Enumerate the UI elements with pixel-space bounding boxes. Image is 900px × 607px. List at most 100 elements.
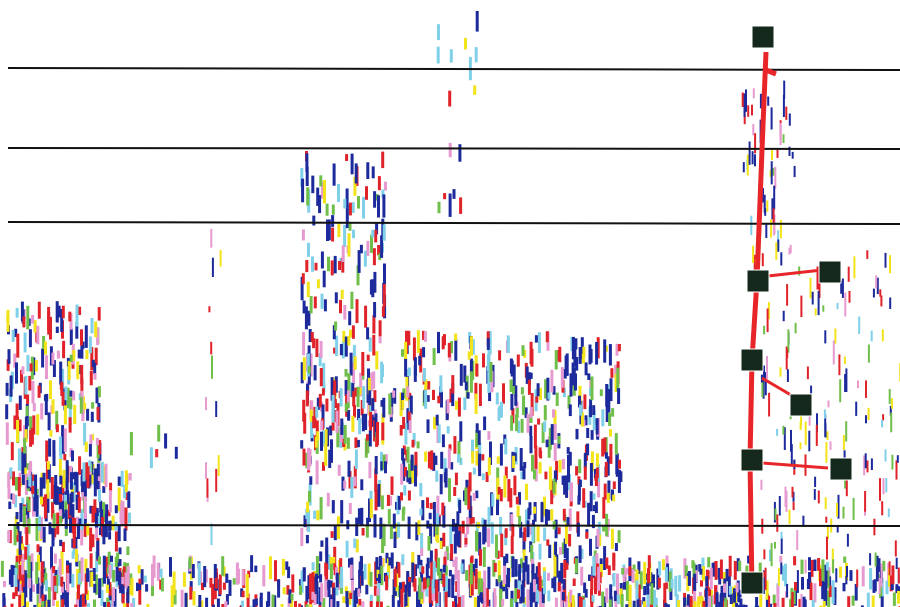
stroke <box>774 167 776 189</box>
stroke <box>530 342 533 364</box>
stroke <box>14 568 17 587</box>
stroke <box>792 152 794 159</box>
stroke <box>31 315 34 324</box>
stroke <box>426 564 429 581</box>
stroke <box>445 576 448 592</box>
stroke <box>479 549 482 566</box>
stroke <box>309 476 312 484</box>
stroke <box>771 161 773 184</box>
stroke <box>299 585 302 595</box>
stroke <box>810 278 812 299</box>
stroke <box>814 477 816 487</box>
stroke <box>881 501 883 515</box>
stroke <box>610 368 613 378</box>
stroke <box>306 187 309 205</box>
stroke <box>12 592 15 599</box>
stroke <box>343 305 346 320</box>
stroke <box>66 573 69 595</box>
stroke <box>563 579 566 589</box>
stroke <box>7 530 10 542</box>
stroke <box>366 162 369 179</box>
stroke <box>609 600 612 607</box>
stroke <box>302 273 305 284</box>
stroke <box>621 594 624 607</box>
stroke <box>530 407 533 418</box>
stroke <box>896 460 898 479</box>
stroke <box>611 529 614 549</box>
stroke <box>801 577 804 590</box>
stroke <box>836 503 838 517</box>
stroke <box>572 595 575 607</box>
stroke <box>461 564 464 573</box>
stroke <box>771 150 773 160</box>
stroke <box>777 150 779 158</box>
stroke <box>316 431 319 440</box>
stroke <box>66 478 69 492</box>
stroke <box>98 489 101 502</box>
stroke <box>361 352 364 376</box>
stroke <box>320 432 323 451</box>
stroke <box>613 481 616 489</box>
stroke <box>889 389 891 404</box>
stroke <box>379 518 382 540</box>
stroke <box>377 484 380 507</box>
stroke <box>342 596 345 603</box>
stroke <box>98 386 101 397</box>
stroke <box>487 528 490 547</box>
stroke <box>157 425 160 442</box>
stroke <box>161 578 164 592</box>
stroke <box>839 379 841 402</box>
stroke <box>794 591 796 605</box>
stroke <box>83 403 86 410</box>
stroke <box>127 491 130 508</box>
stroke <box>729 586 732 595</box>
stroke <box>3 581 6 587</box>
stroke <box>93 363 96 374</box>
stroke <box>19 531 22 555</box>
stroke <box>825 423 827 437</box>
stroke <box>26 497 29 504</box>
stroke <box>780 562 782 574</box>
stroke <box>109 565 112 579</box>
stroke <box>91 402 94 409</box>
stroke <box>742 93 744 108</box>
stroke <box>73 528 76 548</box>
stroke <box>19 503 22 522</box>
stroke <box>582 488 585 508</box>
stroke <box>75 549 78 562</box>
stroke <box>373 191 376 208</box>
stroke <box>776 429 778 436</box>
stroke <box>16 420 19 442</box>
stroke <box>14 524 17 545</box>
stroke <box>26 306 29 330</box>
stroke <box>800 421 802 430</box>
stroke <box>29 430 32 447</box>
stroke <box>49 317 52 340</box>
stroke <box>824 330 826 343</box>
stroke <box>551 424 554 445</box>
stroke <box>885 449 887 461</box>
stroke <box>198 595 201 607</box>
stroke <box>554 443 557 461</box>
stroke <box>59 476 62 485</box>
stroke <box>401 554 404 565</box>
stroke <box>883 478 885 494</box>
stroke <box>570 373 573 396</box>
stroke <box>724 598 727 607</box>
stroke <box>115 531 118 551</box>
stroke <box>733 588 736 602</box>
stroke <box>362 197 365 219</box>
stroke <box>303 413 306 434</box>
stroke <box>615 433 618 455</box>
stroke <box>334 526 337 541</box>
stroke <box>320 541 323 547</box>
stroke <box>371 230 374 238</box>
stroke <box>844 293 846 317</box>
stroke <box>869 553 871 565</box>
stroke <box>236 563 239 585</box>
stroke <box>414 357 417 375</box>
stroke <box>384 182 387 191</box>
stroke <box>58 306 61 318</box>
stroke <box>379 337 382 344</box>
stroke <box>546 440 549 448</box>
